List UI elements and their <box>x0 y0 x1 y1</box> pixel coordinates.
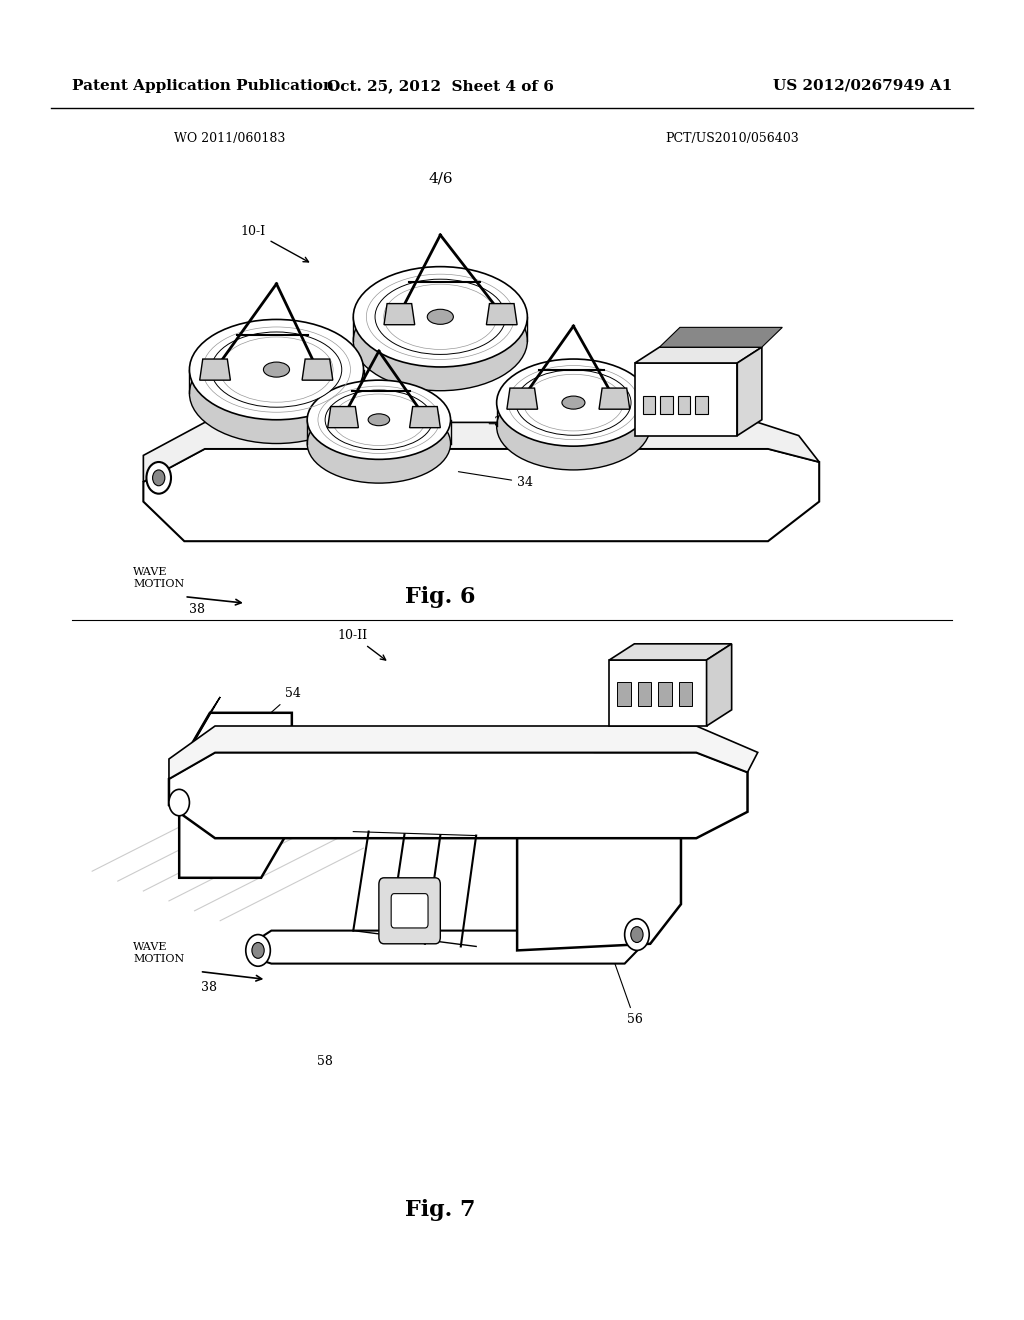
Text: 54: 54 <box>584 801 600 858</box>
Polygon shape <box>486 304 517 325</box>
Text: 34: 34 <box>459 471 534 488</box>
Polygon shape <box>200 359 230 380</box>
Text: 54: 54 <box>255 686 301 727</box>
Text: WAVE
MOTION: WAVE MOTION <box>133 942 184 964</box>
Polygon shape <box>169 726 758 779</box>
Ellipse shape <box>307 404 451 483</box>
Text: Oct. 25, 2012  Sheet 4 of 6: Oct. 25, 2012 Sheet 4 of 6 <box>327 79 554 92</box>
Ellipse shape <box>516 370 631 436</box>
Text: Fig. 6: Fig. 6 <box>406 586 475 607</box>
Circle shape <box>169 789 189 816</box>
Text: 4/6: 4/6 <box>428 172 453 185</box>
Polygon shape <box>679 682 692 706</box>
Circle shape <box>631 927 643 942</box>
Ellipse shape <box>189 343 364 444</box>
Polygon shape <box>638 682 651 706</box>
Circle shape <box>146 462 171 494</box>
Ellipse shape <box>326 389 432 449</box>
Polygon shape <box>609 644 731 660</box>
Polygon shape <box>410 407 440 428</box>
Ellipse shape <box>263 362 290 378</box>
Text: Patent Application Publication: Patent Application Publication <box>72 79 334 92</box>
Ellipse shape <box>189 319 364 420</box>
Polygon shape <box>517 752 681 950</box>
Polygon shape <box>658 682 672 706</box>
Polygon shape <box>179 697 220 766</box>
Ellipse shape <box>427 309 454 325</box>
Circle shape <box>246 935 270 966</box>
Text: 38: 38 <box>201 981 217 994</box>
Text: 10-II: 10-II <box>338 628 386 660</box>
Ellipse shape <box>375 280 506 354</box>
Text: Fig. 7: Fig. 7 <box>406 1200 475 1221</box>
Ellipse shape <box>307 380 451 459</box>
Polygon shape <box>251 911 650 964</box>
Ellipse shape <box>369 413 390 425</box>
Ellipse shape <box>497 383 650 470</box>
Ellipse shape <box>562 396 585 409</box>
Polygon shape <box>643 396 655 414</box>
Text: WAVE
MOTION: WAVE MOTION <box>133 568 184 589</box>
Polygon shape <box>594 733 696 752</box>
Polygon shape <box>169 752 748 838</box>
Polygon shape <box>617 682 631 706</box>
Ellipse shape <box>497 359 650 446</box>
Ellipse shape <box>211 333 342 407</box>
Polygon shape <box>328 407 358 428</box>
Text: PCT/US2010/056403: PCT/US2010/056403 <box>666 132 800 145</box>
Polygon shape <box>695 396 708 414</box>
Polygon shape <box>660 396 673 414</box>
Polygon shape <box>143 422 819 482</box>
Polygon shape <box>707 644 731 726</box>
Polygon shape <box>507 388 538 409</box>
Polygon shape <box>659 327 782 347</box>
Polygon shape <box>678 396 690 414</box>
Polygon shape <box>384 304 415 325</box>
FancyBboxPatch shape <box>391 894 428 928</box>
Text: WO 2011/060183: WO 2011/060183 <box>174 132 286 145</box>
Text: 58: 58 <box>317 1055 334 1068</box>
Polygon shape <box>635 347 762 363</box>
Circle shape <box>153 470 165 486</box>
Text: 10-I: 10-I <box>241 224 308 261</box>
FancyBboxPatch shape <box>379 878 440 944</box>
Polygon shape <box>179 713 292 878</box>
Polygon shape <box>737 347 762 436</box>
Polygon shape <box>143 449 819 541</box>
Polygon shape <box>599 388 630 409</box>
Polygon shape <box>302 359 333 380</box>
Polygon shape <box>635 363 737 436</box>
Circle shape <box>252 942 264 958</box>
Text: 33: 33 <box>550 739 566 752</box>
Text: 56: 56 <box>610 950 643 1026</box>
Ellipse shape <box>353 267 527 367</box>
Text: 33: 33 <box>494 416 510 429</box>
Polygon shape <box>609 660 707 726</box>
Ellipse shape <box>353 290 527 391</box>
Text: US 2012/0267949 A1: US 2012/0267949 A1 <box>773 79 952 92</box>
Circle shape <box>625 919 649 950</box>
Text: 38: 38 <box>189 603 206 616</box>
